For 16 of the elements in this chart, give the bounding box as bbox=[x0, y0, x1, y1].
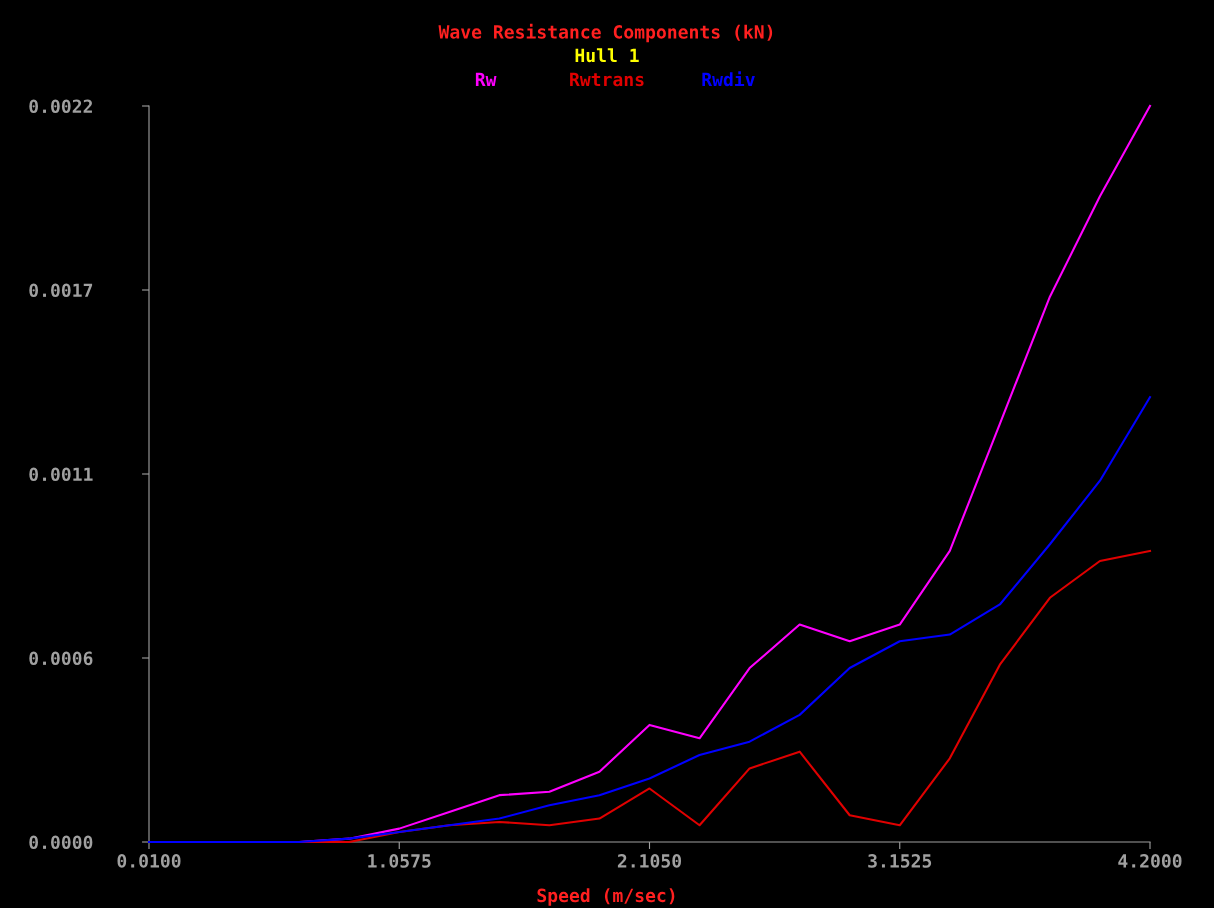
x-tick-label: 4.2000 bbox=[1118, 854, 1182, 868]
x-tick-label: 0.0100 bbox=[117, 854, 181, 868]
y-tick-label: 0.0022 bbox=[29, 99, 92, 114]
text: Rw bbox=[475, 72, 497, 86]
y-tick-label: 0.0000 bbox=[29, 835, 93, 850]
text: Rwtrans bbox=[570, 72, 644, 87]
x-tick-label: 2.1050 bbox=[617, 854, 682, 868]
x-tick-label: 3.1525 bbox=[868, 854, 932, 868]
x-tick-label: 1.0575 bbox=[368, 854, 431, 868]
chart-subtitle: Hull 1 bbox=[575, 48, 639, 63]
y-tick-label: 0.0011 bbox=[29, 467, 93, 482]
y-tick-label: 0.0017 bbox=[29, 283, 93, 298]
y-tick-label: 0.0006 bbox=[29, 651, 93, 666]
x-axis-title: Speed (m/sec) bbox=[537, 888, 675, 906]
chart-title: Wave Resistance Components (kN) bbox=[438, 23, 773, 43]
text: Rwdiv bbox=[702, 71, 755, 87]
